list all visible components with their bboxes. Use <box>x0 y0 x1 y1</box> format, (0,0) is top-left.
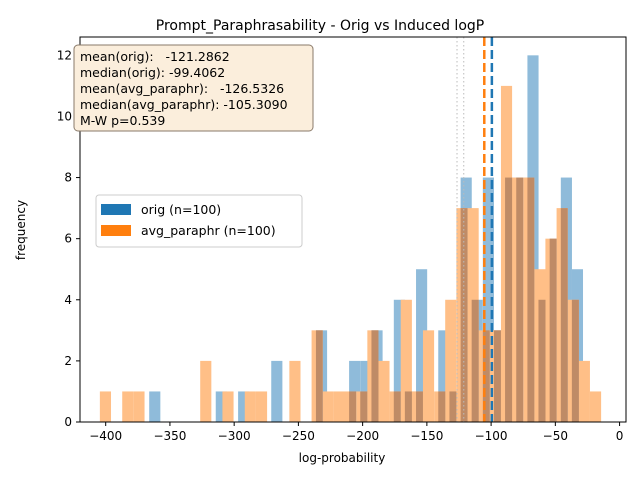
x-axis-label: log-probability <box>299 451 386 465</box>
overlap-bar <box>471 299 479 422</box>
x-tick-label: −200 <box>346 429 379 443</box>
legend-label-orig: orig (n=100) <box>141 202 221 217</box>
overlap-bar <box>438 391 446 422</box>
avg-paraphr-bar <box>99 391 112 422</box>
y-tick-label: 4 <box>64 293 72 307</box>
stats-line-mean-paraphr: mean(avg_paraphr): -126.5326 <box>80 81 284 96</box>
legend-frame <box>95 194 303 248</box>
overlap-bar <box>494 330 501 422</box>
stats-line-median-orig: median(orig): -99.4062 <box>80 65 225 80</box>
legend: orig (n=100) avg_paraphr (n=100) <box>95 194 303 248</box>
y-tick-label: 8 <box>64 171 72 185</box>
orig-bar <box>438 330 450 422</box>
overlap-bar <box>460 208 468 422</box>
overlap-bar <box>549 238 557 422</box>
overlap-bars <box>315 177 579 422</box>
avg-paraphr-bar <box>322 391 334 422</box>
x-tick-label: −50 <box>543 429 568 443</box>
avg-paraphr-bar <box>333 391 346 422</box>
overlap-bar <box>505 177 513 422</box>
avg-paraphr-bar <box>589 391 602 422</box>
axes: −400 −350 −300 −250 −200 −150 −100 −50 0 0 2 4 6 8 10 1… <box>57 36 627 443</box>
plot-area <box>99 37 602 422</box>
orig-bar <box>416 269 428 422</box>
stats-line-mw-p: M-W p=0.539 <box>80 113 165 128</box>
avg-paraphr-bar <box>255 391 268 422</box>
avg-paraphr-bar <box>122 391 134 422</box>
stats-line-mean-orig: mean(orig): -121.2862 <box>80 49 230 64</box>
overlap-bar <box>393 391 401 422</box>
overlap-bar <box>527 177 535 422</box>
stats-box-frame <box>73 44 314 132</box>
overlap-bar <box>404 391 412 422</box>
y-tick-label: 6 <box>64 232 72 246</box>
avg-paraphr-bar <box>244 391 256 422</box>
orig-bar <box>271 360 283 422</box>
overlap-bar <box>482 330 490 422</box>
legend-label-avg-paraphr: avg_paraphr (n=100) <box>141 223 276 238</box>
y-tick-label: 2 <box>64 354 72 368</box>
x-tick-label: −100 <box>475 429 508 443</box>
avg-paraphr-bar <box>378 360 390 422</box>
stats-box: mean(orig): -121.2862 median(orig): -99.… <box>73 44 314 132</box>
reference-lines <box>456 37 494 422</box>
orig-bar <box>393 299 405 422</box>
legend-swatch-orig <box>101 204 131 215</box>
x-tick-label: 0 <box>616 429 624 443</box>
overlap-bar <box>416 391 423 422</box>
avg-paraphr-bar <box>422 330 435 422</box>
avg-paraphr-bar <box>133 391 145 422</box>
avg-paraphr-bar <box>222 391 234 422</box>
stats-line-median-paraphr: median(avg_paraphr): -105.3090 <box>80 97 288 112</box>
y-tick-label: 10 <box>57 109 72 123</box>
overlap-bar <box>571 299 579 422</box>
x-tick-label: −150 <box>410 429 443 443</box>
axes-frame <box>79 36 627 423</box>
overlap-bar <box>538 299 546 422</box>
avg-paraphr-bar <box>289 360 301 422</box>
orig-bar <box>482 177 494 422</box>
avg-paraphr-bar <box>200 360 212 422</box>
overlap-bar <box>315 330 323 422</box>
overlap-bar <box>449 391 457 422</box>
y-tick-label: 12 <box>57 48 72 62</box>
overlap-bar <box>371 330 379 422</box>
overlap-bar <box>360 391 368 422</box>
orig-bar <box>149 391 161 422</box>
orig-bar <box>215 391 227 422</box>
avg-paraphr-bar <box>445 299 457 422</box>
y-tick-label: 0 <box>64 415 72 429</box>
chart-title: Prompt_Paraphrasability - Orig vs Induce… <box>156 18 484 34</box>
orig-bar <box>238 391 250 422</box>
x-tick-label: −300 <box>218 429 251 443</box>
x-tick-label: −250 <box>282 429 315 443</box>
overlap-bar <box>349 391 357 422</box>
x-tick-label: −350 <box>153 429 186 443</box>
overlap-bar <box>560 208 568 422</box>
x-tick-label: −400 <box>89 429 122 443</box>
legend-swatch-avg-paraphr <box>101 225 131 236</box>
avg-paraphr-bar <box>400 299 412 422</box>
y-axis-label: frequency <box>14 200 28 260</box>
avg-paraphr-bar <box>578 360 590 422</box>
overlap-bar <box>516 177 524 422</box>
